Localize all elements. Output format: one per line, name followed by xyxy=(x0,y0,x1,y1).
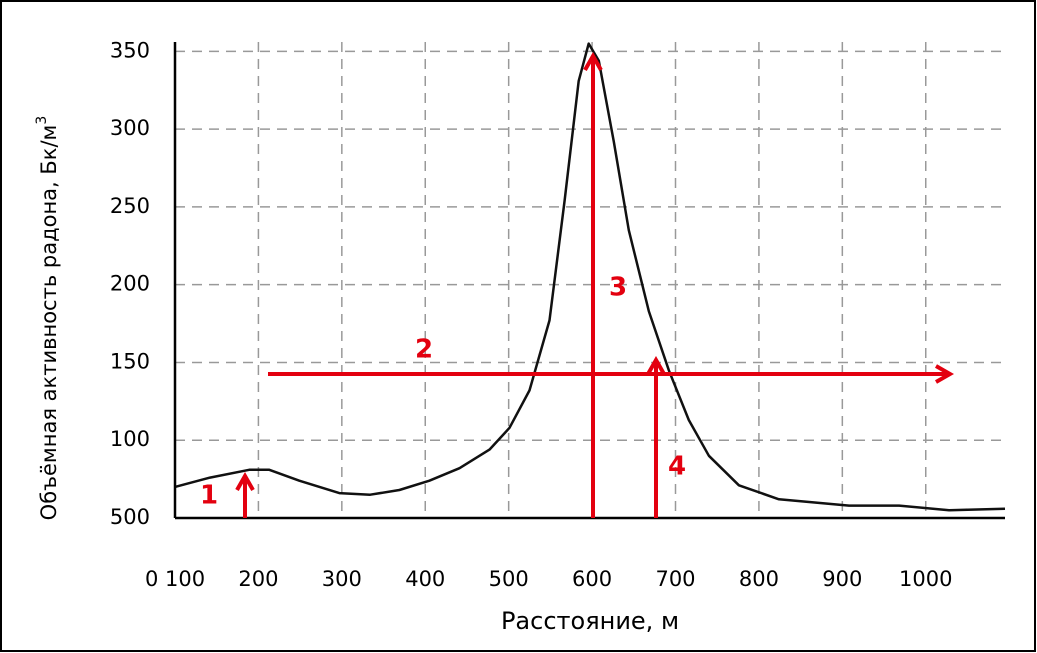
x-tick-label: 600 xyxy=(572,567,612,591)
data-line xyxy=(174,42,1006,512)
annotation: 4 xyxy=(668,452,686,482)
y-axis-label: Объёмная активность радона, Бк/м3 xyxy=(34,116,61,521)
plot xyxy=(174,42,1006,512)
y-tick-label: 150 xyxy=(110,349,150,373)
y-tick-label: 250 xyxy=(110,194,150,218)
x-tick-label: 400 xyxy=(405,567,445,591)
x-tick-label: 300 xyxy=(322,567,362,591)
x-tick-label: 900 xyxy=(822,567,862,591)
annotation: 1 xyxy=(200,481,218,511)
y-tick-label: 100 xyxy=(110,427,150,451)
y-tick-label: 500 xyxy=(110,505,150,529)
x-tick-label: 1000 xyxy=(899,567,952,591)
y-tick-label: 300 xyxy=(110,116,150,140)
x-tick-label: 200 xyxy=(238,567,278,591)
y-tick-label: 350 xyxy=(110,38,150,62)
x-tick-label: 800 xyxy=(739,567,779,591)
x-tick-label: 500 xyxy=(489,567,529,591)
x-tick-label: 0 100 xyxy=(145,567,205,591)
annotation: 3 xyxy=(609,273,627,303)
annotation: 2 xyxy=(415,335,433,365)
x-tick-label: 700 xyxy=(655,567,695,591)
y-label-text: Объёмная активность радона, Бк/м xyxy=(37,125,61,521)
y-tick-label: 200 xyxy=(110,272,150,296)
y-label-sup: 3 xyxy=(34,116,50,125)
x-axis-label: Расстояние, м xyxy=(501,607,679,635)
